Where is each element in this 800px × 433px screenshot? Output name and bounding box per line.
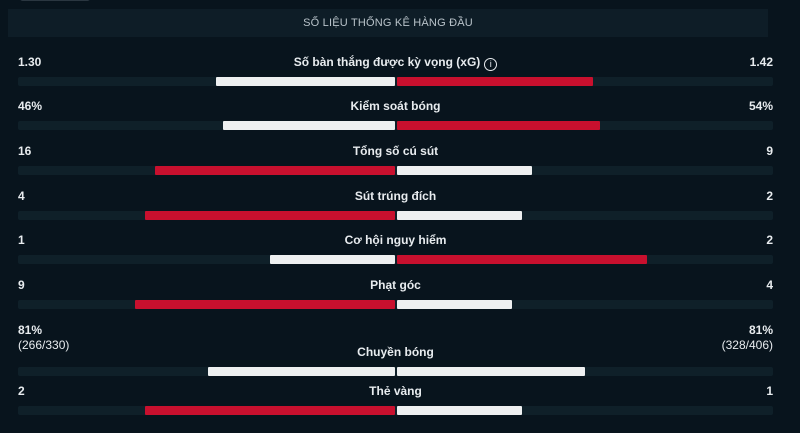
stat-label: Thẻ vàng <box>18 384 773 399</box>
home-value-text: 4 <box>18 189 25 203</box>
stat-track <box>18 121 773 130</box>
away-bar <box>397 255 647 264</box>
stat-label-text: Thẻ vàng <box>369 384 422 398</box>
away-value: 9 <box>766 144 773 159</box>
away-value-text: 54% <box>748 99 773 113</box>
section-header: SỐ LIỆU THỐNG KÊ HÀNG ĐẦU <box>8 9 768 37</box>
stat-label: Tổng số cú sút <box>18 144 773 159</box>
away-value: 1.42 <box>750 55 773 70</box>
away-bar <box>397 367 585 376</box>
home-value: 46% <box>18 99 42 114</box>
home-value: 4 <box>18 189 25 204</box>
home-value-text: 46% <box>18 99 43 113</box>
away-value: 54% <box>749 99 773 114</box>
away-value-text: 2 <box>766 233 773 247</box>
home-value: 16 <box>18 144 31 159</box>
home-bar <box>270 255 395 264</box>
stat-label-text: Kiểm soát bóng <box>350 99 441 113</box>
away-value-detail: (328/406) <box>721 338 773 352</box>
away-value-text: 81% <box>748 323 773 337</box>
stat-track <box>18 300 773 309</box>
stat-label: Cơ hội nguy hiểm <box>18 233 773 248</box>
away-value-text: 1.42 <box>749 55 773 69</box>
home-value-text: 81% <box>18 323 43 337</box>
away-bar <box>397 166 532 175</box>
away-value: 81% (328/406) <box>722 323 773 353</box>
stat-label: Số bàn thắng được kỳ vọng (xG) i <box>18 55 773 71</box>
away-value-text: 4 <box>766 278 773 292</box>
home-value: 1.30 <box>18 55 41 70</box>
section-title: SỐ LIỆU THỐNG KÊ HÀNG ĐẦU <box>303 17 473 29</box>
stat-track <box>18 255 773 264</box>
home-value-text: 2 <box>18 384 25 398</box>
home-value: 9 <box>18 278 25 293</box>
stat-label-text: Chuyền bóng <box>357 345 434 359</box>
away-bar <box>397 121 600 130</box>
home-bar <box>145 211 395 220</box>
stat-label-text: Số bàn thắng được kỳ vọng (xG) <box>293 55 481 69</box>
home-bar <box>215 77 395 86</box>
stat-track <box>18 406 773 415</box>
stat-track <box>18 166 773 175</box>
home-bar <box>207 367 395 376</box>
stat-label-text: Phạt góc <box>370 278 421 292</box>
away-value: 1 <box>766 384 773 399</box>
away-value-text: 9 <box>766 144 773 158</box>
away-value-text: 2 <box>766 189 773 203</box>
home-bar <box>155 166 395 175</box>
home-bar <box>135 300 395 309</box>
away-bar <box>397 77 593 86</box>
stat-track <box>18 367 773 376</box>
away-value: 4 <box>766 278 773 293</box>
home-bar <box>145 406 395 415</box>
home-value-detail: (266/330) <box>18 338 70 352</box>
top-tab-stub <box>20 0 90 1</box>
home-value-text: 1.30 <box>18 55 42 69</box>
home-value: 1 <box>18 233 25 248</box>
stat-label-text: Sút trúng đích <box>354 189 437 203</box>
home-value-text: 1 <box>18 233 25 247</box>
stat-label-text: Cơ hội nguy hiểm <box>344 233 447 247</box>
stat-label: Phạt góc <box>18 278 773 293</box>
away-bar <box>397 211 522 220</box>
info-icon[interactable]: i <box>484 58 498 71</box>
stat-label: Sút trúng đích <box>18 189 773 204</box>
home-value: 81% (266/330) <box>18 323 69 353</box>
away-value: 2 <box>766 233 773 248</box>
stat-label: Kiểm soát bóng <box>18 99 773 114</box>
stat-track <box>18 77 773 86</box>
away-value: 2 <box>766 189 773 204</box>
away-value-text: 1 <box>766 384 773 398</box>
away-bar <box>397 406 522 415</box>
stat-label-text: Tổng số cú sút <box>352 144 439 158</box>
away-bar <box>397 300 513 309</box>
home-value: 2 <box>18 384 25 399</box>
home-value-text: 9 <box>18 278 25 292</box>
home-bar <box>222 121 395 130</box>
stat-track <box>18 211 773 220</box>
stat-label: Chuyền bóng <box>18 345 773 360</box>
home-value-text: 16 <box>18 144 32 158</box>
